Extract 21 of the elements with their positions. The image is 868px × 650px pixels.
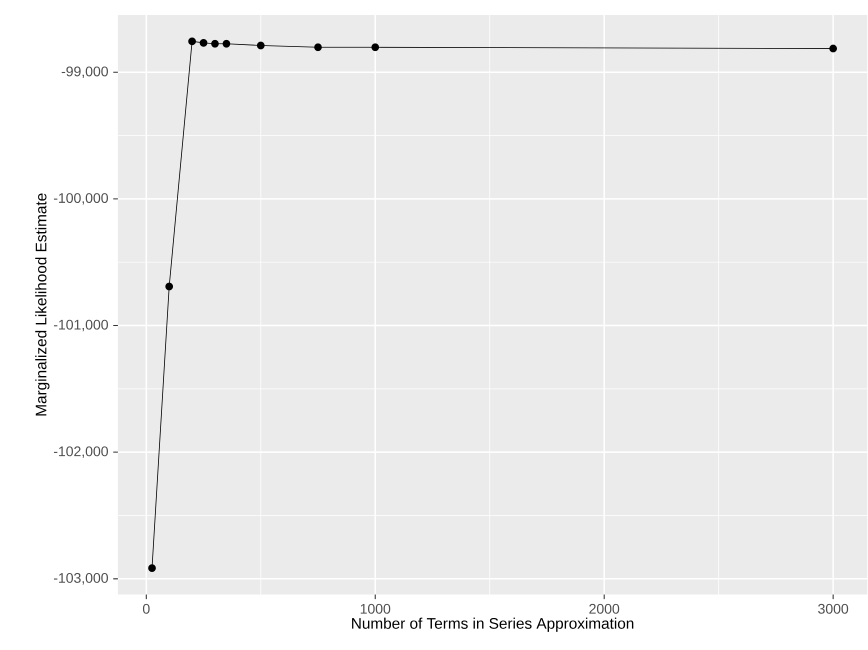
y-tick-label: -102,000 (54, 446, 108, 458)
point (256, 41, 265, 50)
point (314, 43, 322, 51)
point (371, 43, 380, 51)
point (200, 38, 208, 46)
point (148, 564, 156, 572)
x-tick-label: 1000 (360, 604, 390, 614)
y-tick-label: -100,000 (54, 192, 108, 204)
point (165, 282, 174, 290)
y-axis-title: Marginalized Likelihood Estimate (35, 193, 50, 416)
point (211, 40, 219, 48)
x-tick-label: 3000 (818, 604, 848, 614)
point (188, 37, 196, 45)
x-tick-label: 0 (142, 604, 150, 614)
point (222, 40, 230, 48)
y-tick-label: -101,000 (54, 320, 108, 332)
point (829, 44, 838, 52)
x-axis-title: Number of Terms in Series Approximation (352, 617, 634, 632)
x-tick-label: 2000 (589, 604, 620, 614)
y-tick-label: -99,000 (62, 66, 108, 78)
y-tick-label: -103,000 (54, 572, 108, 584)
